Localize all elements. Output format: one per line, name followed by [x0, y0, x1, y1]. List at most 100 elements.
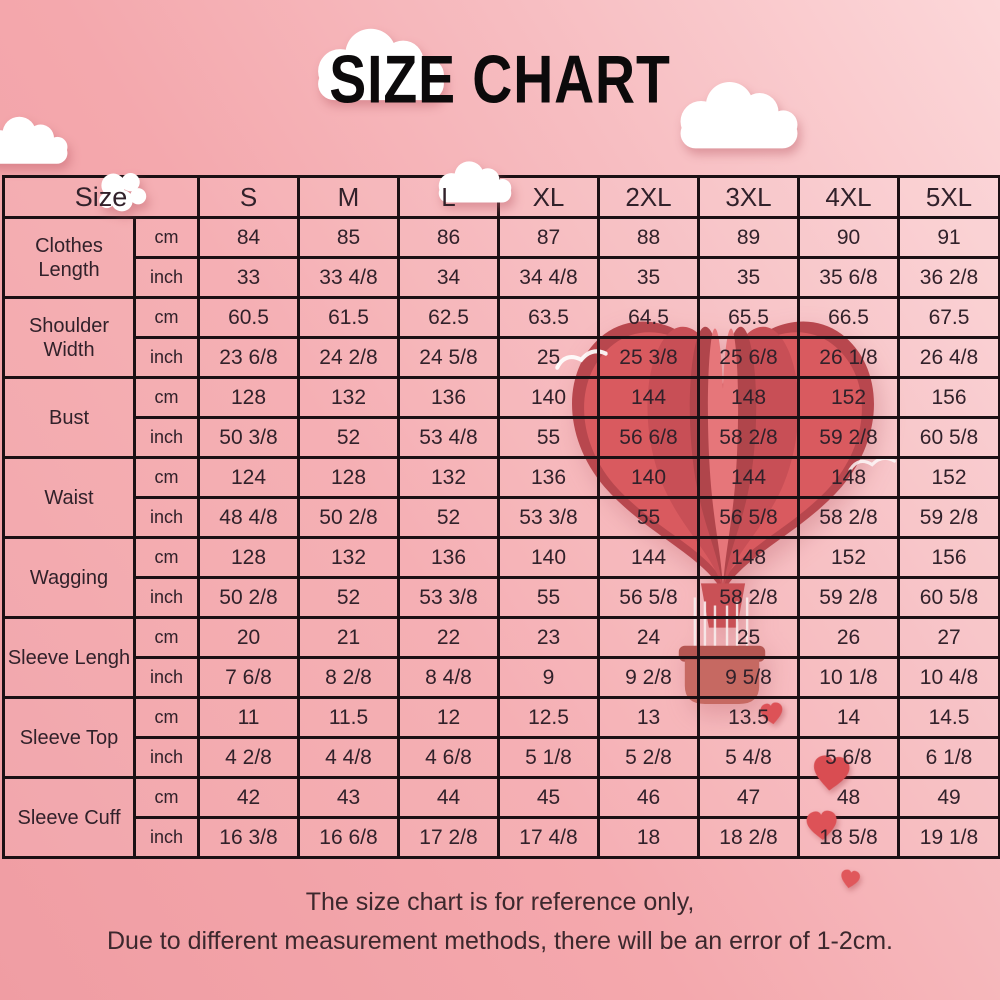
cell-value-text: 49: [937, 785, 961, 809]
unit-label-cm-text: cm: [154, 707, 179, 727]
cell-value: 10 1/8: [797, 656, 900, 699]
cell-value: 9: [497, 656, 600, 699]
cell-value: 58 2/8: [797, 496, 900, 539]
cell-value: 140: [597, 456, 700, 499]
cell-value-text: 12: [436, 705, 461, 729]
cell-value: 156: [897, 376, 1000, 419]
unit-label-cm: cm: [133, 456, 200, 499]
cell-value: 55: [597, 496, 700, 539]
cell-value: 55: [497, 416, 600, 459]
unit-label-cm: cm: [133, 216, 200, 259]
cell-value-text: 24 2/8: [319, 345, 378, 369]
cell-value: 87: [497, 216, 600, 259]
unit-label-inch: inch: [133, 576, 200, 619]
cell-value: 53 3/8: [497, 496, 600, 539]
cell-value-text: 128: [230, 385, 267, 409]
cell-value: 13: [597, 696, 700, 739]
disclaimer: The size chart is for reference only, Du…: [0, 883, 1000, 961]
cell-value-text: 84: [236, 225, 261, 249]
cell-value: 67.5: [897, 296, 1000, 339]
cell-value-text: 52: [436, 505, 461, 529]
cell-value: 49: [897, 776, 1000, 819]
cell-value: 60.5: [197, 296, 300, 339]
cell-value: 50 3/8: [197, 416, 300, 459]
column-header-s: S: [197, 175, 300, 219]
cell-value: 8 4/8: [397, 656, 500, 699]
cell-value: 44: [397, 776, 500, 819]
cell-value-text: 5 1/8: [525, 745, 572, 769]
cell-value-text: 132: [330, 545, 367, 569]
cell-value: 35 6/8: [797, 256, 900, 299]
cell-value-text: 47: [736, 785, 761, 809]
cell-value-text: 58 2/8: [719, 425, 778, 449]
cell-value-text: 19 1/8: [919, 825, 979, 849]
cell-value: 17 2/8: [397, 816, 500, 859]
cell-value-text: 128: [330, 465, 367, 489]
cell-value-text: 140: [530, 545, 567, 569]
cell-value-text: 13: [636, 705, 661, 729]
cell-value: 25 3/8: [597, 336, 700, 379]
row-label: Bust: [2, 376, 136, 459]
cell-value: 24 2/8: [297, 336, 400, 379]
unit-label-cm-text: cm: [154, 627, 179, 647]
cell-value-text: 89: [736, 225, 761, 249]
cell-value: 52: [297, 416, 400, 459]
unit-label-cm-text: cm: [154, 307, 179, 327]
cell-value-text: 58 2/8: [819, 505, 878, 529]
cell-value: 132: [397, 456, 500, 499]
row-label-text: Sleeve Lengh: [7, 646, 131, 669]
cell-value: 46: [597, 776, 700, 819]
unit-label-inch-text: inch: [149, 587, 184, 607]
cell-value-text: 22: [436, 625, 461, 649]
cell-value-text: 25 6/8: [719, 345, 778, 369]
cell-value: 11.5: [297, 696, 400, 739]
cell-value-text: 156: [931, 385, 967, 409]
cell-value: 152: [797, 376, 900, 419]
cell-value-text: 55: [636, 505, 661, 529]
cell-value-text: 59 2/8: [819, 425, 878, 449]
cell-value: 36 2/8: [897, 256, 1000, 299]
disclaimer-line-2: Due to different measurement methods, th…: [106, 927, 894, 955]
cell-value: 91: [897, 216, 1000, 259]
cell-value-text: 36 2/8: [919, 265, 979, 289]
cell-value: 8 2/8: [297, 656, 400, 699]
cell-value: 140: [497, 536, 600, 579]
cell-value: 65.5: [697, 296, 800, 339]
unit-label-inch: inch: [133, 416, 200, 459]
cell-value: 35: [697, 256, 800, 299]
column-header-s-text: S: [239, 181, 258, 212]
cell-value-text: 50 2/8: [219, 585, 278, 609]
cell-value-text: 21: [336, 625, 361, 649]
cell-value-text: 90: [836, 225, 861, 249]
cell-value-text: 50 2/8: [319, 505, 378, 529]
row-label: Waist: [2, 456, 136, 539]
cell-value-text: 152: [931, 465, 967, 489]
cell-value-text: 25: [536, 345, 561, 369]
cell-value-text: 140: [530, 385, 567, 409]
cell-value: 148: [697, 536, 800, 579]
size-header-cell: Size: [2, 175, 200, 219]
unit-label-cm: cm: [133, 776, 200, 819]
column-header-4xl: 4XL: [797, 175, 900, 219]
cell-value-text: 4 2/8: [225, 745, 272, 769]
cell-value: 33 4/8: [297, 256, 400, 299]
unit-label-inch-text: inch: [149, 827, 184, 847]
row-label: Shoulder Width: [2, 296, 136, 379]
cell-value: 33: [197, 256, 300, 299]
cell-value-text: 5 2/8: [625, 745, 672, 769]
cell-value: 9 5/8: [697, 656, 800, 699]
cell-value-text: 17 2/8: [419, 825, 478, 849]
cell-value: 52: [397, 496, 500, 539]
cell-value-text: 13.5: [728, 705, 769, 729]
column-header-5xl: 5XL: [897, 175, 1000, 219]
column-header-3xl-text: 3XL: [725, 181, 772, 212]
cell-value-text: 56 5/8: [719, 505, 778, 529]
cell-value-text: 12.5: [528, 705, 569, 729]
cell-value: 55: [497, 576, 600, 619]
cell-value-text: 60 5/8: [919, 585, 979, 609]
cell-value: 48 4/8: [197, 496, 300, 539]
cell-value-text: 48 4/8: [219, 505, 278, 529]
cell-value-text: 62.5: [428, 305, 469, 329]
column-header-m-text: M: [337, 181, 360, 212]
cell-value-text: 8 4/8: [425, 665, 472, 689]
